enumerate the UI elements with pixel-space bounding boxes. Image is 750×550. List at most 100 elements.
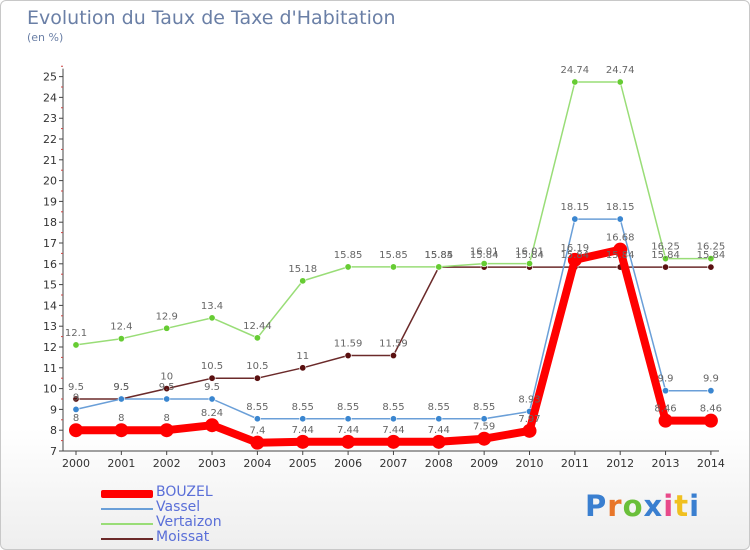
data-point-vertaizon bbox=[117, 335, 125, 343]
data-label-moissat: 9.5 bbox=[113, 382, 129, 393]
legend-swatch-vassel bbox=[101, 508, 153, 510]
legend-swatch-bouzel bbox=[101, 490, 153, 498]
logo-letter: o bbox=[622, 489, 644, 523]
y-tick-label: 22 bbox=[43, 133, 57, 146]
data-label-bouzel: 8.24 bbox=[201, 408, 223, 419]
data-point-vassel bbox=[208, 395, 216, 403]
data-label-vertaizon: 13.4 bbox=[201, 301, 223, 312]
y-tick-label: 14 bbox=[43, 299, 57, 312]
data-label-vassel: 8.55 bbox=[428, 402, 450, 413]
data-point-moissat bbox=[707, 263, 715, 271]
data-label-vertaizon: 15.85 bbox=[334, 250, 363, 261]
x-tick-label: 2004 bbox=[243, 457, 271, 470]
data-point-vassel bbox=[117, 395, 125, 403]
data-label-moissat: 15.84 bbox=[606, 250, 635, 261]
y-tick-label: 8 bbox=[50, 424, 57, 437]
data-point-vertaizon bbox=[480, 260, 488, 268]
data-label-bouzel: 8.46 bbox=[700, 404, 722, 415]
legend-swatch-moissat bbox=[101, 538, 153, 540]
data-point-vassel bbox=[571, 215, 579, 223]
data-point-moissat bbox=[662, 263, 670, 271]
data-label-vertaizon: 16.01 bbox=[470, 247, 499, 258]
y-tick-label: 18 bbox=[43, 216, 57, 229]
data-label-bouzel: 7.44 bbox=[428, 425, 450, 436]
y-tick-label: 23 bbox=[43, 112, 57, 125]
data-point-moissat bbox=[253, 374, 261, 382]
data-label-vertaizon: 16.25 bbox=[651, 242, 680, 253]
y-tick-label: 17 bbox=[43, 237, 57, 250]
data-label-vassel: 8.55 bbox=[246, 402, 268, 413]
data-label-bouzel: 7.44 bbox=[337, 425, 359, 436]
data-label-moissat: 15.84 bbox=[424, 250, 453, 261]
data-point-vassel bbox=[344, 415, 352, 423]
legend-label-bouzel: BOUZEL bbox=[156, 484, 213, 500]
data-point-vassel bbox=[389, 415, 397, 423]
logo-letter: i bbox=[689, 489, 701, 523]
data-label-vertaizon: 24.74 bbox=[606, 65, 635, 76]
x-tick-label: 2012 bbox=[606, 457, 634, 470]
data-point-vertaizon bbox=[525, 260, 533, 268]
data-point-vertaizon bbox=[389, 263, 397, 271]
data-point-bouzel bbox=[386, 434, 401, 449]
x-tick-label: 2000 bbox=[62, 457, 90, 470]
data-point-bouzel bbox=[567, 252, 582, 267]
x-tick-label: 2005 bbox=[289, 457, 317, 470]
data-point-vassel bbox=[72, 405, 80, 413]
data-point-bouzel bbox=[205, 418, 220, 433]
data-point-vassel bbox=[662, 387, 670, 395]
data-label-moissat: 9.5 bbox=[68, 382, 84, 393]
data-label-moissat: 15.84 bbox=[561, 250, 590, 261]
data-point-vertaizon bbox=[208, 314, 216, 322]
data-label-moissat: 15.84 bbox=[697, 250, 726, 261]
data-label-vertaizon: 12.9 bbox=[156, 311, 178, 322]
data-point-bouzel bbox=[703, 413, 718, 428]
data-label-bouzel: 8.46 bbox=[654, 404, 676, 415]
data-point-vassel bbox=[163, 395, 171, 403]
chart-unit-label: (en %) bbox=[27, 31, 64, 44]
y-tick-label: 21 bbox=[43, 154, 57, 167]
data-label-moissat: 11 bbox=[296, 351, 309, 362]
data-label-vassel: 8.93 bbox=[518, 394, 540, 405]
data-label-vassel: 9.5 bbox=[159, 382, 175, 393]
data-label-vertaizon: 15.85 bbox=[379, 250, 408, 261]
y-tick-label: 11 bbox=[43, 362, 57, 375]
legend-label-moissat: Moissat bbox=[156, 529, 210, 545]
data-point-vassel bbox=[435, 415, 443, 423]
data-point-bouzel bbox=[114, 423, 129, 438]
data-label-vassel: 9.5 bbox=[204, 382, 220, 393]
data-point-vertaizon bbox=[163, 324, 171, 332]
data-point-vertaizon bbox=[344, 263, 352, 271]
data-label-vassel: 9.5 bbox=[113, 382, 129, 393]
data-point-bouzel bbox=[613, 242, 628, 257]
x-tick-label: 2003 bbox=[198, 457, 226, 470]
data-label-bouzel: 7.44 bbox=[292, 425, 314, 436]
data-label-vertaizon: 24.74 bbox=[561, 65, 590, 76]
x-tick-label: 2014 bbox=[697, 457, 725, 470]
data-label-bouzel: 8 bbox=[73, 413, 79, 424]
data-label-bouzel: 16.19 bbox=[561, 243, 590, 254]
data-point-bouzel bbox=[295, 434, 310, 449]
data-point-bouzel bbox=[250, 435, 265, 450]
data-label-moissat: 15.84 bbox=[515, 250, 544, 261]
legend-label-vassel: Vassel bbox=[156, 499, 201, 515]
data-point-moissat bbox=[344, 352, 352, 360]
data-point-vertaizon bbox=[571, 78, 579, 86]
x-tick-label: 2011 bbox=[561, 457, 589, 470]
data-point-bouzel bbox=[159, 423, 174, 438]
data-label-moissat: 10 bbox=[160, 372, 173, 383]
data-label-vertaizon: 16.01 bbox=[515, 247, 544, 258]
y-tick-label: 20 bbox=[43, 175, 57, 188]
data-point-vassel bbox=[253, 415, 261, 423]
x-tick-label: 2001 bbox=[107, 457, 135, 470]
y-tick-label: 15 bbox=[43, 279, 57, 292]
data-label-vertaizon: 16.25 bbox=[697, 242, 726, 253]
data-point-moissat bbox=[389, 352, 397, 360]
data-label-vertaizon: 12.44 bbox=[243, 321, 272, 332]
legend-swatch-vertaizon bbox=[101, 523, 153, 525]
legend-label-vertaizon: Vertaizon bbox=[156, 514, 222, 530]
y-tick-label: 24 bbox=[43, 91, 57, 104]
y-tick-label: 10 bbox=[43, 383, 57, 396]
data-point-moissat bbox=[72, 395, 80, 403]
